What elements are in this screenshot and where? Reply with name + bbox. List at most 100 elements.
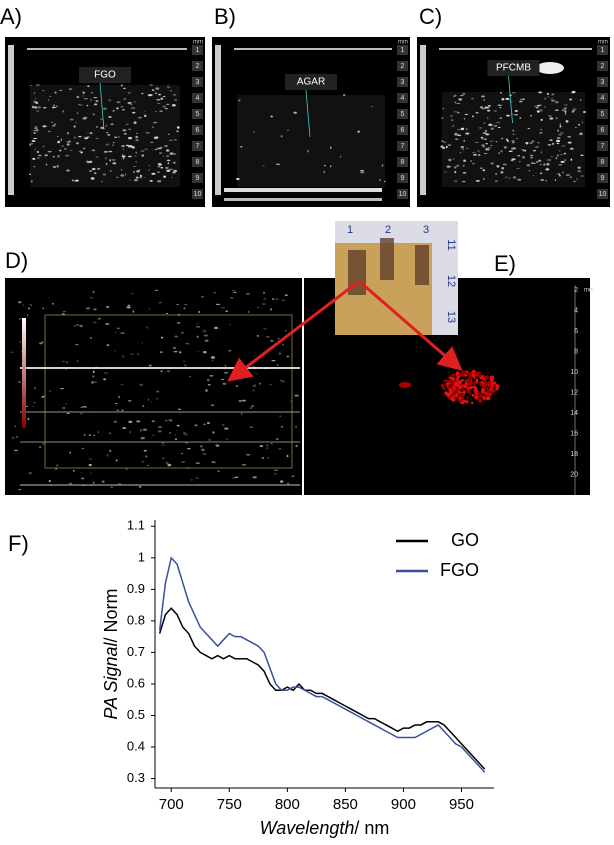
speckle <box>185 343 190 345</box>
speckle <box>502 163 507 166</box>
speckle <box>471 162 475 165</box>
speckle <box>162 457 165 460</box>
speckle <box>560 160 565 163</box>
speckle <box>10 351 14 353</box>
speckle <box>160 97 164 100</box>
speckle <box>456 102 461 104</box>
speckle <box>132 310 135 313</box>
speckle <box>87 85 90 88</box>
speckle <box>176 303 179 306</box>
annotation-box <box>487 60 540 76</box>
speckle <box>148 164 151 167</box>
speckle <box>462 180 466 183</box>
y-axis-label-unit: / Norm <box>101 588 121 642</box>
speckle <box>465 147 469 150</box>
pa-signal <box>464 382 468 385</box>
scale-label: 3 <box>601 79 605 86</box>
annotation-pointer <box>508 75 513 124</box>
speckle <box>503 146 507 149</box>
speckle <box>144 176 146 179</box>
speckle <box>550 99 556 102</box>
speckle <box>540 179 545 181</box>
speckle <box>547 144 552 146</box>
speckle <box>286 454 289 458</box>
speckle <box>172 171 176 174</box>
speckle <box>452 124 454 127</box>
speckle <box>55 468 57 470</box>
speckle <box>464 113 469 115</box>
speckle <box>200 445 203 448</box>
ruler-label: 2 <box>385 224 391 236</box>
speckle <box>167 162 170 165</box>
y-tick-label: 0.4 <box>127 738 145 753</box>
speckle <box>166 370 171 372</box>
speckle <box>43 107 47 109</box>
speckle <box>490 144 493 147</box>
speckle <box>281 299 286 301</box>
speckle <box>323 165 326 167</box>
speckle <box>545 179 548 182</box>
pa-signal <box>475 378 479 382</box>
speckle <box>489 140 494 143</box>
speckle <box>113 142 115 144</box>
speckle <box>176 322 181 324</box>
y-tick-label: 0.9 <box>127 581 145 596</box>
speckle <box>83 147 86 150</box>
speckle <box>68 140 71 143</box>
speckle <box>203 334 209 337</box>
speckle <box>275 163 281 165</box>
speckle <box>95 100 99 103</box>
speckle <box>549 117 554 120</box>
speckle <box>53 123 56 126</box>
speckle <box>157 180 162 183</box>
speckle <box>511 158 516 160</box>
speckle <box>125 468 128 470</box>
speckle <box>554 117 559 120</box>
speckle <box>581 121 584 124</box>
speckle <box>68 88 73 90</box>
speckle <box>454 170 457 174</box>
speckle <box>108 150 113 153</box>
speckle <box>263 298 267 300</box>
speckle <box>120 383 124 386</box>
scale-box <box>192 45 203 55</box>
speckle <box>34 127 38 130</box>
speckle <box>500 171 504 174</box>
pa-signal <box>449 379 454 384</box>
speckle <box>481 144 485 147</box>
base-line <box>224 198 382 201</box>
speckle <box>220 307 226 309</box>
scale-box <box>397 173 408 183</box>
speckle <box>42 125 47 128</box>
speckle <box>135 176 139 179</box>
speckle <box>490 127 494 130</box>
speckle <box>126 306 131 309</box>
speckle <box>144 455 148 458</box>
scale-label: 9 <box>401 175 405 182</box>
speckle <box>34 97 37 99</box>
speckle <box>165 461 169 465</box>
speckle <box>513 147 517 149</box>
speckle <box>475 141 479 144</box>
scale-unit: mm <box>193 40 203 46</box>
speckle <box>172 152 176 156</box>
speckle <box>148 94 153 97</box>
speckle <box>245 292 251 295</box>
speckle <box>521 149 525 151</box>
speckle <box>86 104 89 107</box>
pa-signal <box>472 369 475 373</box>
speckle <box>238 400 243 402</box>
speckle <box>11 436 15 440</box>
speckle <box>455 94 457 97</box>
scale-box <box>192 125 203 135</box>
x-axis-label-unit: / nm <box>354 818 389 838</box>
speckle <box>18 488 22 491</box>
speckle <box>510 159 515 162</box>
speckle <box>249 426 254 428</box>
pa-signal <box>462 390 466 394</box>
speckle <box>540 118 543 121</box>
scale-box <box>597 157 608 167</box>
pa-signal <box>495 386 499 391</box>
speckle <box>133 171 135 173</box>
speckle <box>463 139 466 143</box>
